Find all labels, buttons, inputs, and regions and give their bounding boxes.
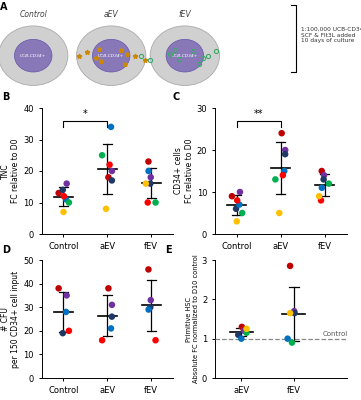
- Point: [63, 309, 69, 315]
- Point: [289, 339, 295, 346]
- Text: B: B: [2, 92, 9, 102]
- Text: Control: Control: [19, 10, 47, 18]
- Point: [109, 177, 115, 184]
- Point: [319, 168, 325, 174]
- Point: [326, 180, 332, 187]
- Point: [238, 336, 244, 342]
- Point: [287, 263, 293, 269]
- Point: [237, 189, 243, 195]
- Point: [147, 180, 153, 187]
- Text: 1:100,000 UCB-CD34+:EV
SCF & Flt3L added
10 days of culture: 1:100,000 UCB-CD34+:EV SCF & Flt3L added…: [301, 27, 361, 44]
- Ellipse shape: [92, 39, 130, 72]
- Point: [292, 310, 297, 316]
- Point: [239, 324, 245, 330]
- Point: [239, 210, 245, 216]
- Text: A: A: [0, 2, 8, 12]
- Point: [63, 196, 69, 202]
- Point: [281, 168, 287, 174]
- Ellipse shape: [166, 39, 204, 72]
- Point: [147, 304, 153, 310]
- Point: [145, 199, 151, 206]
- Text: C: C: [173, 92, 180, 102]
- Point: [60, 187, 66, 193]
- Point: [319, 185, 325, 191]
- Text: fEV: fEV: [178, 10, 191, 18]
- Point: [153, 199, 158, 206]
- Point: [235, 332, 241, 338]
- Point: [64, 292, 70, 298]
- Point: [145, 158, 151, 165]
- Point: [64, 180, 70, 187]
- Point: [279, 130, 284, 136]
- Point: [103, 206, 109, 212]
- Point: [234, 197, 240, 204]
- Y-axis label: # CFU
per 150 CD34+ cell input: # CFU per 150 CD34+ cell input: [1, 270, 21, 368]
- Point: [60, 330, 66, 336]
- Text: UCB-CD34+: UCB-CD34+: [20, 54, 46, 58]
- Point: [146, 306, 152, 313]
- Point: [66, 328, 72, 334]
- Ellipse shape: [77, 26, 146, 86]
- Ellipse shape: [0, 26, 68, 86]
- Point: [99, 337, 105, 344]
- Point: [244, 330, 249, 336]
- Point: [282, 151, 288, 157]
- Point: [285, 336, 291, 342]
- Text: *: *: [83, 109, 88, 119]
- Point: [287, 310, 293, 316]
- Y-axis label: CD34+ cells
FC relative to D0: CD34+ cells FC relative to D0: [174, 139, 194, 203]
- Point: [61, 209, 66, 215]
- Text: UCB-CD34+: UCB-CD34+: [172, 54, 198, 58]
- Ellipse shape: [14, 39, 52, 72]
- Point: [66, 199, 72, 206]
- Text: **: **: [254, 109, 264, 119]
- Text: UCB-CD34+: UCB-CD34+: [98, 54, 124, 58]
- Point: [236, 201, 242, 208]
- Point: [233, 206, 239, 212]
- Y-axis label: TNC
FC relative to D0: TNC FC relative to D0: [1, 139, 21, 203]
- Point: [108, 124, 114, 130]
- Point: [277, 210, 282, 216]
- Point: [56, 190, 61, 196]
- Text: D: D: [2, 245, 10, 255]
- Point: [153, 337, 158, 344]
- Point: [108, 325, 114, 332]
- Point: [244, 326, 249, 332]
- Point: [145, 266, 151, 273]
- Point: [99, 152, 105, 158]
- Text: Control: Control: [323, 331, 348, 337]
- Text: E: E: [165, 245, 171, 255]
- Point: [316, 193, 322, 199]
- Y-axis label: Primitive HSC
Absolute FC normalized to D10 control: Primitive HSC Absolute FC normalized to …: [186, 255, 199, 383]
- Point: [234, 218, 240, 225]
- Point: [105, 285, 111, 292]
- Point: [105, 174, 111, 180]
- Point: [321, 176, 326, 182]
- Point: [109, 302, 115, 308]
- Point: [273, 176, 278, 182]
- Point: [318, 197, 324, 204]
- Point: [109, 314, 115, 320]
- Point: [148, 297, 154, 303]
- Point: [321, 172, 327, 178]
- Point: [146, 168, 152, 174]
- Ellipse shape: [150, 26, 219, 86]
- Point: [241, 328, 247, 334]
- Point: [229, 193, 235, 199]
- Point: [61, 193, 67, 199]
- Point: [107, 162, 113, 168]
- Text: aEV: aEV: [104, 10, 118, 18]
- Point: [282, 147, 288, 153]
- Point: [143, 180, 149, 187]
- Point: [109, 168, 115, 174]
- Point: [291, 308, 297, 314]
- Point: [56, 285, 61, 292]
- Point: [280, 172, 286, 178]
- Point: [148, 174, 154, 180]
